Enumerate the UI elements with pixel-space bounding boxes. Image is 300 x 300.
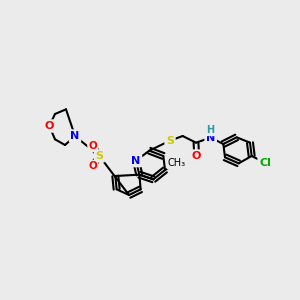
Text: O: O	[45, 121, 54, 131]
Text: O: O	[192, 151, 201, 161]
Text: S: S	[95, 151, 103, 161]
Text: N: N	[70, 131, 80, 141]
Text: O: O	[88, 161, 97, 171]
Text: H: H	[207, 125, 215, 135]
Text: S: S	[166, 136, 174, 146]
Text: Cl: Cl	[259, 158, 271, 168]
Text: CH₃: CH₃	[168, 158, 186, 168]
Text: N: N	[131, 156, 141, 166]
Text: O: O	[88, 141, 97, 151]
Text: N: N	[206, 133, 215, 143]
